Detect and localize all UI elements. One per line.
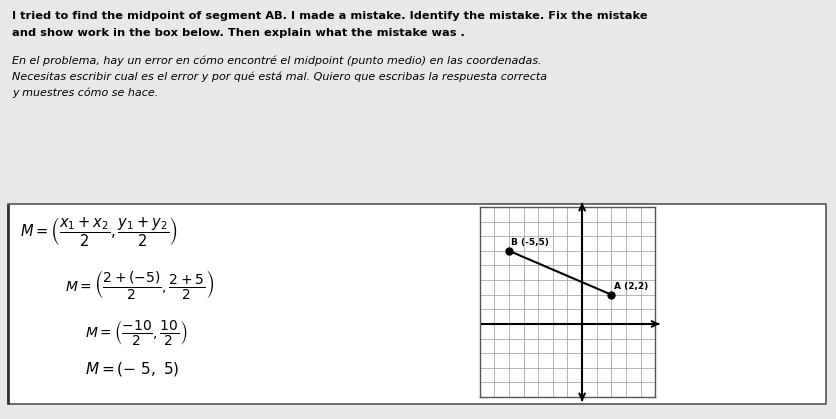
Text: and show work in the box below. Then explain what the mistake was .: and show work in the box below. Then exp… [12, 28, 465, 38]
Text: $M = \left(\dfrac{-10}{2},\dfrac{10}{2}\right)$: $M = \left(\dfrac{-10}{2},\dfrac{10}{2}\… [85, 318, 187, 347]
Text: $M = (-\ 5,\ 5)$: $M = (-\ 5,\ 5)$ [85, 360, 179, 378]
Text: A (2,2): A (2,2) [614, 282, 648, 291]
Text: En el problema, hay un error en cómo encontré el midpoint (punto medio) en las c: En el problema, hay un error en cómo enc… [12, 55, 542, 65]
Text: $M = \left(\dfrac{x_1+x_2}{2},\dfrac{y_1+y_2}{2}\right)$: $M = \left(\dfrac{x_1+x_2}{2},\dfrac{y_1… [20, 215, 178, 249]
FancyBboxPatch shape [8, 204, 826, 404]
Text: $M = \left(\dfrac{2+(-5)}{2},\dfrac{2+5}{2}\right)$: $M = \left(\dfrac{2+(-5)}{2},\dfrac{2+5}… [65, 267, 214, 300]
Text: Necesitas escribir cual es el error y por qué está mal. Quiero que escribas la r: Necesitas escribir cual es el error y po… [12, 71, 547, 82]
Text: I tried to find the midpoint of segment AB. I made a mistake. Identify the mista: I tried to find the midpoint of segment … [12, 11, 648, 21]
Text: y muestres cómo se hace.: y muestres cómo se hace. [12, 87, 158, 98]
Text: B (-5,5): B (-5,5) [512, 238, 549, 247]
